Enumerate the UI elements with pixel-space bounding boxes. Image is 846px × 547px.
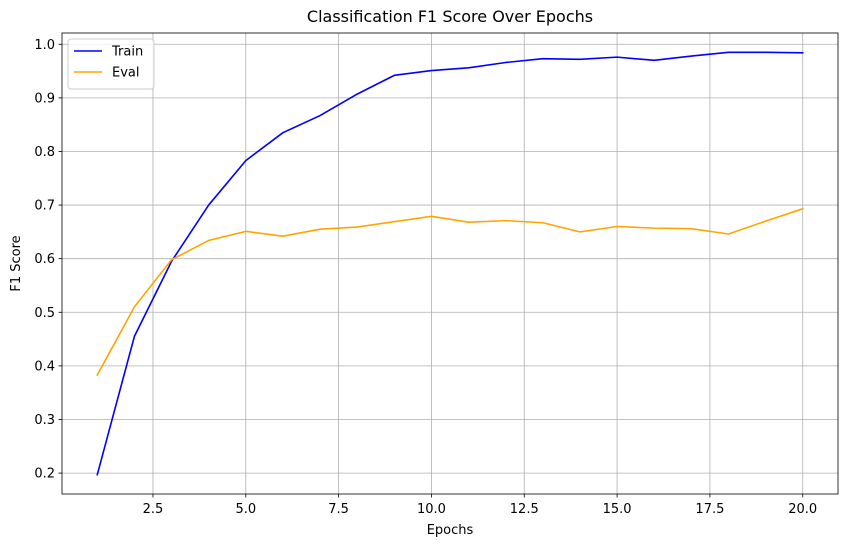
x-tick-label: 7.5 bbox=[328, 502, 349, 517]
y-tick-label: 0.6 bbox=[34, 252, 55, 267]
legend-label-train: Train bbox=[111, 45, 143, 60]
x-tick-label: 15.0 bbox=[603, 502, 632, 517]
series-line-eval bbox=[96, 207, 804, 377]
x-tick-label: 12.5 bbox=[510, 502, 539, 517]
chart-title: Classification F1 Score Over Epochs bbox=[307, 7, 593, 26]
y-axis-label: F1 Score bbox=[9, 235, 24, 291]
plot-frame bbox=[61, 32, 839, 495]
x-tick-label: 20.0 bbox=[788, 502, 817, 517]
y-tick-label: 0.8 bbox=[34, 145, 55, 160]
x-tick-label: 5.0 bbox=[235, 502, 256, 517]
grid-lines bbox=[62, 33, 838, 494]
y-tick-label: 1.0 bbox=[34, 38, 55, 53]
x-axis-label: Epochs bbox=[427, 523, 474, 538]
y-tick-label: 0.4 bbox=[34, 359, 55, 374]
x-tick-label: 10.0 bbox=[417, 502, 446, 517]
axis-ticks: 2.5 5.0 7.5 10.0 12.5 15.0 17.5 20.0 0.2 0.3 0.4 0.… bbox=[34, 38, 817, 517]
y-tick-label: 0.9 bbox=[34, 91, 55, 106]
y-tick-label: 0.7 bbox=[34, 199, 55, 214]
legend: Train Eval bbox=[67, 38, 155, 90]
x-tick-label: 17.5 bbox=[695, 502, 724, 517]
x-tick-label: 2.5 bbox=[143, 502, 164, 517]
y-tick-label: 0.2 bbox=[34, 467, 55, 482]
series-lines bbox=[96, 51, 804, 476]
y-tick-label: 0.3 bbox=[34, 413, 55, 428]
y-tick-label: 0.5 bbox=[34, 306, 55, 321]
series-line-train bbox=[96, 51, 804, 476]
legend-items: Train Eval bbox=[74, 45, 143, 81]
legend-label-eval: Eval bbox=[112, 66, 140, 81]
